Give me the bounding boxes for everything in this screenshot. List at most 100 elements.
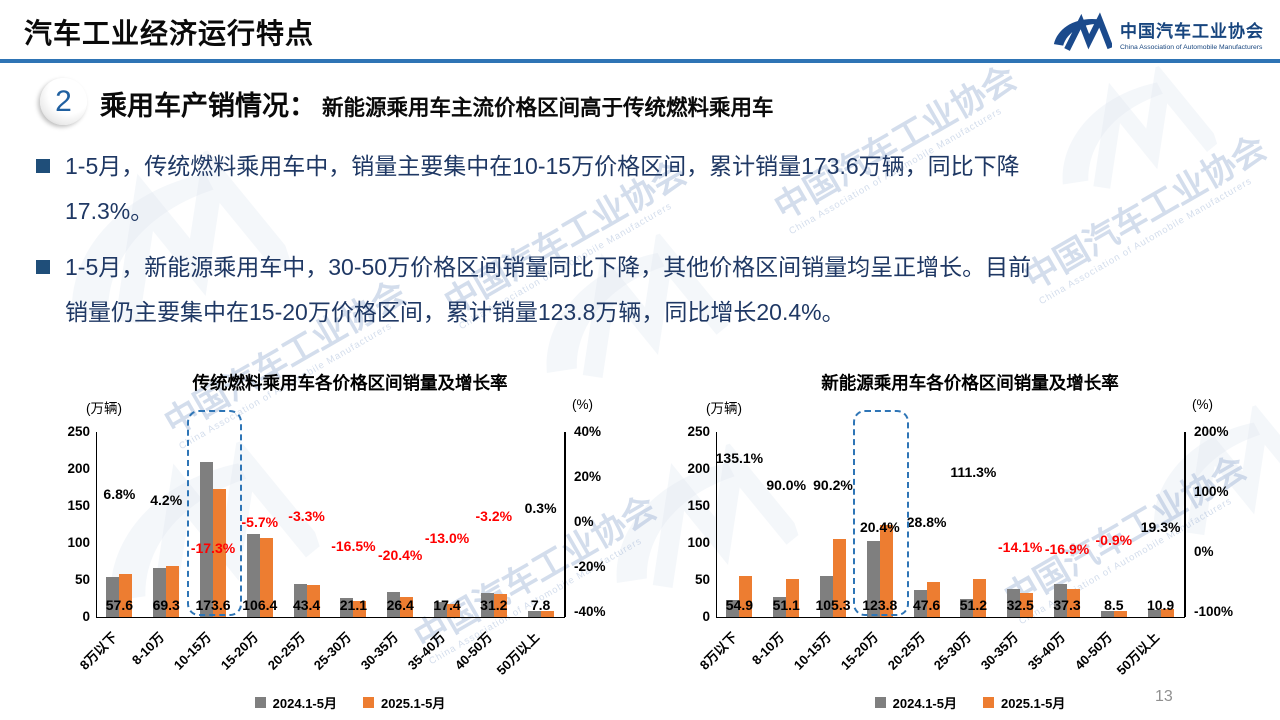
bar-2025.1-5月 — [926, 581, 940, 617]
bar-2025.1-5月 — [400, 597, 414, 617]
axis-lines — [96, 432, 565, 618]
bar-2024.1-5月 — [106, 577, 120, 617]
bar-2024.1-5月 — [480, 593, 494, 617]
legend-swatch-icon — [874, 697, 886, 708]
value-label: 10.9 — [1146, 597, 1175, 613]
axis-unit-left: (万辆) — [706, 401, 742, 416]
bar-2024.1-5月 — [820, 576, 833, 617]
y-axis-tick-left: 250 — [687, 424, 710, 439]
bar-2025.1-5月 — [353, 601, 367, 617]
bullet-text: 1-5月，传统燃料乘用车中，销量主要集中在10-15万价格区间，累计销量173.… — [65, 153, 1020, 224]
value-label: 17.4 — [433, 597, 461, 613]
value-label: 21.1 — [339, 597, 368, 613]
y-axis-tick-right: -100% — [1194, 604, 1234, 619]
chart-legend: 2024.1-5月 2025.1-5月 — [60, 693, 640, 712]
right-axis-line — [1184, 432, 1186, 617]
axis-unit-left: (万辆) — [86, 401, 122, 416]
highlight-box — [186, 410, 243, 616]
growth-rate-label: 20.4% — [859, 518, 900, 535]
bar-2025.1-5月 — [447, 604, 460, 617]
logo-org-name-cn: 中国汽车工业协会 — [1120, 22, 1264, 41]
axis-unit-right: (%) — [1192, 397, 1213, 412]
bar-2024.1-5月 — [387, 592, 401, 617]
y-axis-tick-right: 0% — [574, 514, 594, 529]
bullet-text: 1-5月，新能源乘用车中，30-50万价格区间销量同比下降，其他价格区间销量均呈… — [65, 254, 1032, 325]
growth-rate-label: 4.2% — [150, 491, 183, 508]
value-label: 54.9 — [725, 597, 754, 613]
y-axis-tick-right: -40% — [574, 604, 606, 619]
bar-2025.1-5月 — [540, 611, 554, 617]
chart-title: 传统燃料乘用车各价格区间销量及增长率 — [192, 373, 508, 393]
bullet-item: 1-5月，传统燃料乘用车中，销量主要集中在10-15万价格区间，累计销量173.… — [36, 144, 1260, 234]
legend-item: 2024.1-5月 — [874, 693, 957, 712]
page-number: 13 — [1155, 688, 1173, 705]
bar-2024.1-5月 — [726, 599, 740, 617]
bar-2025.1-5月 — [1160, 608, 1174, 617]
bar-2025.1-5月 — [1067, 589, 1080, 617]
y-axis-tick-left: 150 — [67, 498, 90, 513]
growth-rate-label: -13.0% — [424, 530, 470, 547]
bar-2024.1-5月 — [434, 602, 447, 617]
y-axis-tick-left: 100 — [687, 535, 710, 550]
axis-unit-right: (%) — [572, 397, 593, 412]
y-axis-tick-right: 0% — [1194, 544, 1214, 559]
bar-2024.1-5月 — [960, 599, 974, 617]
growth-rate-label: -16.5% — [331, 538, 376, 555]
bar-2024.1-5月 — [1147, 610, 1161, 617]
axis-lines — [716, 432, 1185, 618]
bar-2024.1-5月 — [866, 540, 880, 617]
bar-2025.1-5月 — [306, 584, 320, 617]
legend-label: 2025.1-5月 — [381, 696, 446, 711]
value-label: 31.2 — [480, 597, 508, 613]
bar-2024.1-5月 — [773, 597, 787, 617]
caam-logo: 中国汽车工业协会 China Association of Automobile… — [1050, 12, 1264, 56]
bar-2024.1-5月 — [153, 567, 167, 617]
growth-rate-label: 90.0% — [766, 477, 807, 493]
bar-2024.1-5月 — [246, 533, 260, 617]
y-axis-tick-right: 40% — [574, 424, 602, 439]
bar-2024.1-5月 — [293, 583, 307, 617]
growth-rate-label: -16.9% — [1044, 541, 1090, 558]
plot-area: 250 200 150 100 50 0 40% 20% 0% -20% -40% 57.6 6.8% 8… — [60, 368, 640, 720]
growth-rate-label: 90.2% — [813, 476, 853, 493]
chart-title: 新能源乘用车各价格区间销量及增长率 — [821, 373, 1119, 393]
bar-2024.1-5月 — [527, 611, 541, 617]
bar-2025.1-5月 — [833, 539, 846, 617]
growth-rate-label: -0.9% — [1095, 531, 1133, 548]
value-label: 37.3 — [1053, 597, 1081, 613]
legend-swatch-icon — [363, 697, 374, 708]
bar-2025.1-5月 — [493, 593, 507, 617]
bar-2024.1-5月 — [1054, 583, 1067, 617]
growth-rate-label: 0.3% — [524, 500, 557, 517]
value-label: 51.2 — [959, 597, 988, 613]
value-label: 173.6 — [195, 597, 231, 613]
growth-rate-label: 28.8% — [906, 513, 947, 530]
page-title: 汽车工业经济运行特点 — [24, 18, 315, 49]
legend-swatch-icon — [254, 697, 266, 708]
y-axis-tick-left: 100 — [67, 535, 90, 550]
value-label: 69.3 — [152, 597, 180, 613]
legend-item: 2025.1-5月 — [363, 693, 445, 712]
value-label: 32.5 — [1006, 597, 1034, 613]
y-axis-tick-left: 200 — [67, 461, 90, 476]
value-label: 43.4 — [292, 597, 321, 613]
right-axis-line — [564, 432, 566, 617]
section-heading: 乘用车产销情况： 新能源乘用车主流价格区间高于传统燃料乘用车 — [100, 84, 774, 123]
section-heading-sub: 新能源乘用车主流价格区间高于传统燃料乘用车 — [322, 96, 774, 120]
growth-rate-label: 135.1% — [715, 449, 764, 466]
y-axis-tick-left: 200 — [687, 461, 710, 476]
legend-label: 2024.1-5月 — [272, 696, 337, 711]
value-label: 106.4 — [242, 597, 278, 613]
bar-2024.1-5月 — [913, 589, 927, 617]
bar-2024.1-5月 — [340, 598, 354, 617]
plot-area: 250 200 150 100 50 0 200% 100% 0% -100% 54.9 135.1%… — [680, 368, 1260, 720]
bar-2025.1-5月 — [166, 565, 180, 617]
bar-2024.1-5月 — [1007, 589, 1021, 617]
bar-2025.1-5月 — [1113, 610, 1127, 617]
bar-2025.1-5月 — [1020, 592, 1034, 617]
y-axis-tick-right: 100% — [1194, 484, 1229, 499]
y-axis-tick-right: 200% — [1194, 424, 1229, 439]
bar-2025.1-5月 — [786, 579, 800, 617]
bullet-marker-icon — [36, 260, 50, 274]
caam-logo-icon — [1053, 12, 1112, 51]
